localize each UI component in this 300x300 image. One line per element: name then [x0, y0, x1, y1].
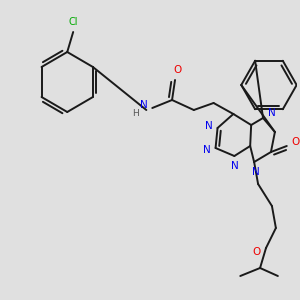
Text: N: N — [140, 100, 148, 110]
Text: N: N — [252, 167, 260, 177]
Text: O: O — [252, 247, 260, 257]
Text: N: N — [232, 161, 239, 171]
Text: N: N — [205, 121, 212, 131]
Text: O: O — [292, 137, 300, 147]
Text: Cl: Cl — [68, 17, 78, 27]
Text: N: N — [203, 145, 211, 155]
Text: N: N — [268, 108, 276, 118]
Text: O: O — [173, 65, 181, 75]
Text: H: H — [132, 110, 139, 118]
